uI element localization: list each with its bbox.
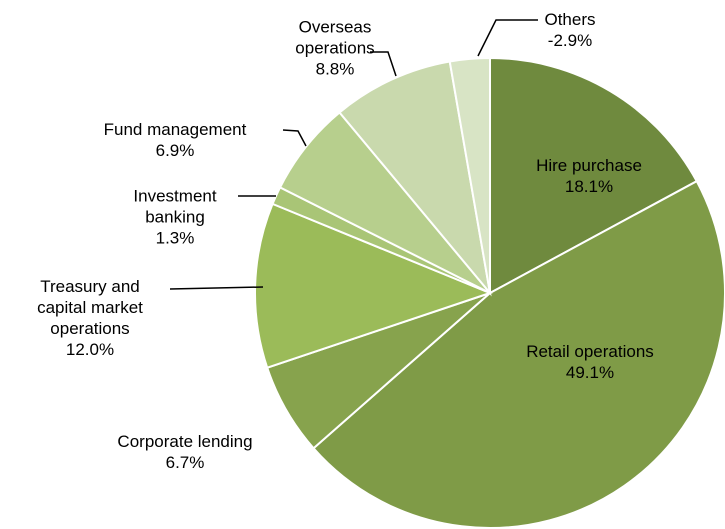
category-label: Treasury and capital market operations [37,277,143,338]
value-label: 6.7% [165,453,205,472]
slice-label: Retail operations 49.1% [490,341,690,383]
slice-label: Fund management 6.9% [65,119,285,161]
category-label: Fund management [103,120,247,139]
category-label: Others [544,10,596,29]
pie-slice [338,60,492,297]
value-label: -2.9% [547,31,593,50]
slice-label: Corporate lending 6.7% [85,431,285,473]
value-label: 49.1% [565,363,615,382]
pie-slice [312,179,725,529]
value-label: 8.8% [315,59,355,79]
pie-slice [254,202,493,370]
slice-label: Treasury and capital market operations 12… [15,276,165,360]
slice-label: Others -2.9% [520,9,620,51]
leader-line [477,19,538,57]
category-label: Investment banking [133,186,217,227]
category-label: Overseas operations [295,17,375,58]
slice-label: Hire purchase 18.1% [489,155,689,197]
value-label: 12.0% [65,340,115,359]
leader-line [282,129,307,147]
value-label: 1.3% [155,228,195,248]
value-label: 6.9% [155,141,195,160]
category-label: Corporate lending [117,432,253,451]
value-label: 18.1% [564,177,614,196]
leader-line [370,51,397,77]
pie-slice [448,56,491,294]
category-label: Retail operations [526,342,654,361]
leader-line [169,286,264,290]
slice-label: Investment banking 1.3% [125,186,225,249]
pie-slice [489,56,699,295]
slice-label: Overseas operations 8.8% [280,17,390,80]
category-label: Hire purchase [536,156,642,175]
